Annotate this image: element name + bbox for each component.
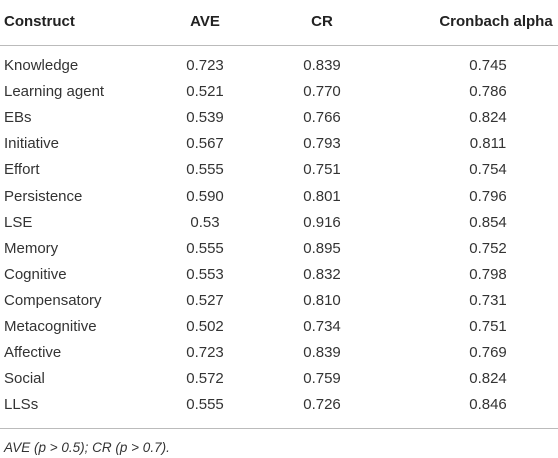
value-cell: 0.916	[303, 213, 341, 231]
value-cell: 0.723	[186, 57, 224, 74]
row-label: Affective	[4, 344, 62, 362]
value-cell: 0.766	[303, 109, 341, 127]
value-cell: 0.572	[186, 370, 224, 388]
value-cell: 0.555	[186, 239, 224, 257]
row-label: LLSs	[4, 396, 39, 414]
header-cell: Cronbach alpha	[439, 13, 553, 30]
row-label: Initiative	[4, 135, 60, 153]
value-cell: 0.754	[469, 161, 507, 179]
value-cell: 0.502	[186, 318, 224, 335]
row-label: Memory	[4, 239, 59, 257]
header-cell: AVE	[190, 13, 220, 30]
row-label: Social	[4, 370, 45, 388]
value-cell: 0.824	[469, 109, 507, 127]
value-cell: 0.832	[303, 265, 341, 283]
row-label: Compensatory	[4, 291, 102, 309]
value-cell: 0.810	[303, 291, 341, 309]
row-label: Persistence	[4, 187, 83, 205]
value-cell: 0.801	[303, 187, 341, 205]
value-cell: 0.521	[186, 83, 224, 101]
value-cell: 0.796	[469, 187, 507, 205]
value-cell: 0.553	[186, 265, 224, 283]
row-label: Effort	[4, 161, 40, 179]
value-cell: 0.567	[186, 135, 224, 153]
footnote: AVE (p > 0.5); CR (p > 0.7).	[4, 440, 170, 455]
value-cell: 0.539	[186, 109, 224, 127]
value-cell: 0.895	[303, 239, 341, 257]
value-cell: 0.854	[469, 213, 507, 231]
row-label: Metacognitive	[4, 318, 97, 335]
value-cell: 0.731	[469, 291, 507, 309]
value-cell: 0.723	[186, 344, 224, 362]
value-cell: 0.770	[303, 83, 341, 101]
value-cell: 0.846	[469, 396, 507, 414]
row-label: Knowledge	[4, 57, 79, 74]
value-cell: 0.752	[469, 239, 507, 257]
header-cell: Construct	[4, 13, 75, 30]
value-cell: 0.839	[303, 57, 341, 74]
value-cell: 0.798	[469, 265, 507, 283]
value-cell: 0.839	[303, 344, 341, 362]
value-cell: 0.590	[186, 187, 224, 205]
value-cell: 0.759	[303, 370, 341, 388]
row-label: LSE	[4, 213, 33, 231]
value-cell: 0.53	[190, 213, 220, 231]
value-cell: 0.555	[186, 396, 224, 414]
row-label: EBs	[4, 109, 32, 127]
value-cell: 0.555	[186, 161, 224, 179]
value-cell: 0.769	[469, 344, 507, 362]
value-cell: 0.734	[303, 318, 341, 335]
value-cell: 0.793	[303, 135, 341, 153]
value-cell: 0.751	[303, 161, 341, 179]
value-cell: 0.824	[469, 370, 507, 388]
value-cell: 0.745	[469, 57, 507, 74]
value-cell: 0.527	[186, 291, 224, 309]
row-label: Cognitive	[4, 265, 67, 283]
row-label: Learning agent	[4, 83, 105, 101]
value-cell: 0.726	[303, 396, 341, 414]
value-cell: 0.751	[469, 318, 507, 335]
header-cell: CR	[311, 13, 333, 30]
bottom-rule	[0, 428, 558, 429]
header-rule	[0, 45, 558, 46]
value-cell: 0.811	[469, 135, 507, 153]
value-cell: 0.786	[469, 83, 507, 101]
